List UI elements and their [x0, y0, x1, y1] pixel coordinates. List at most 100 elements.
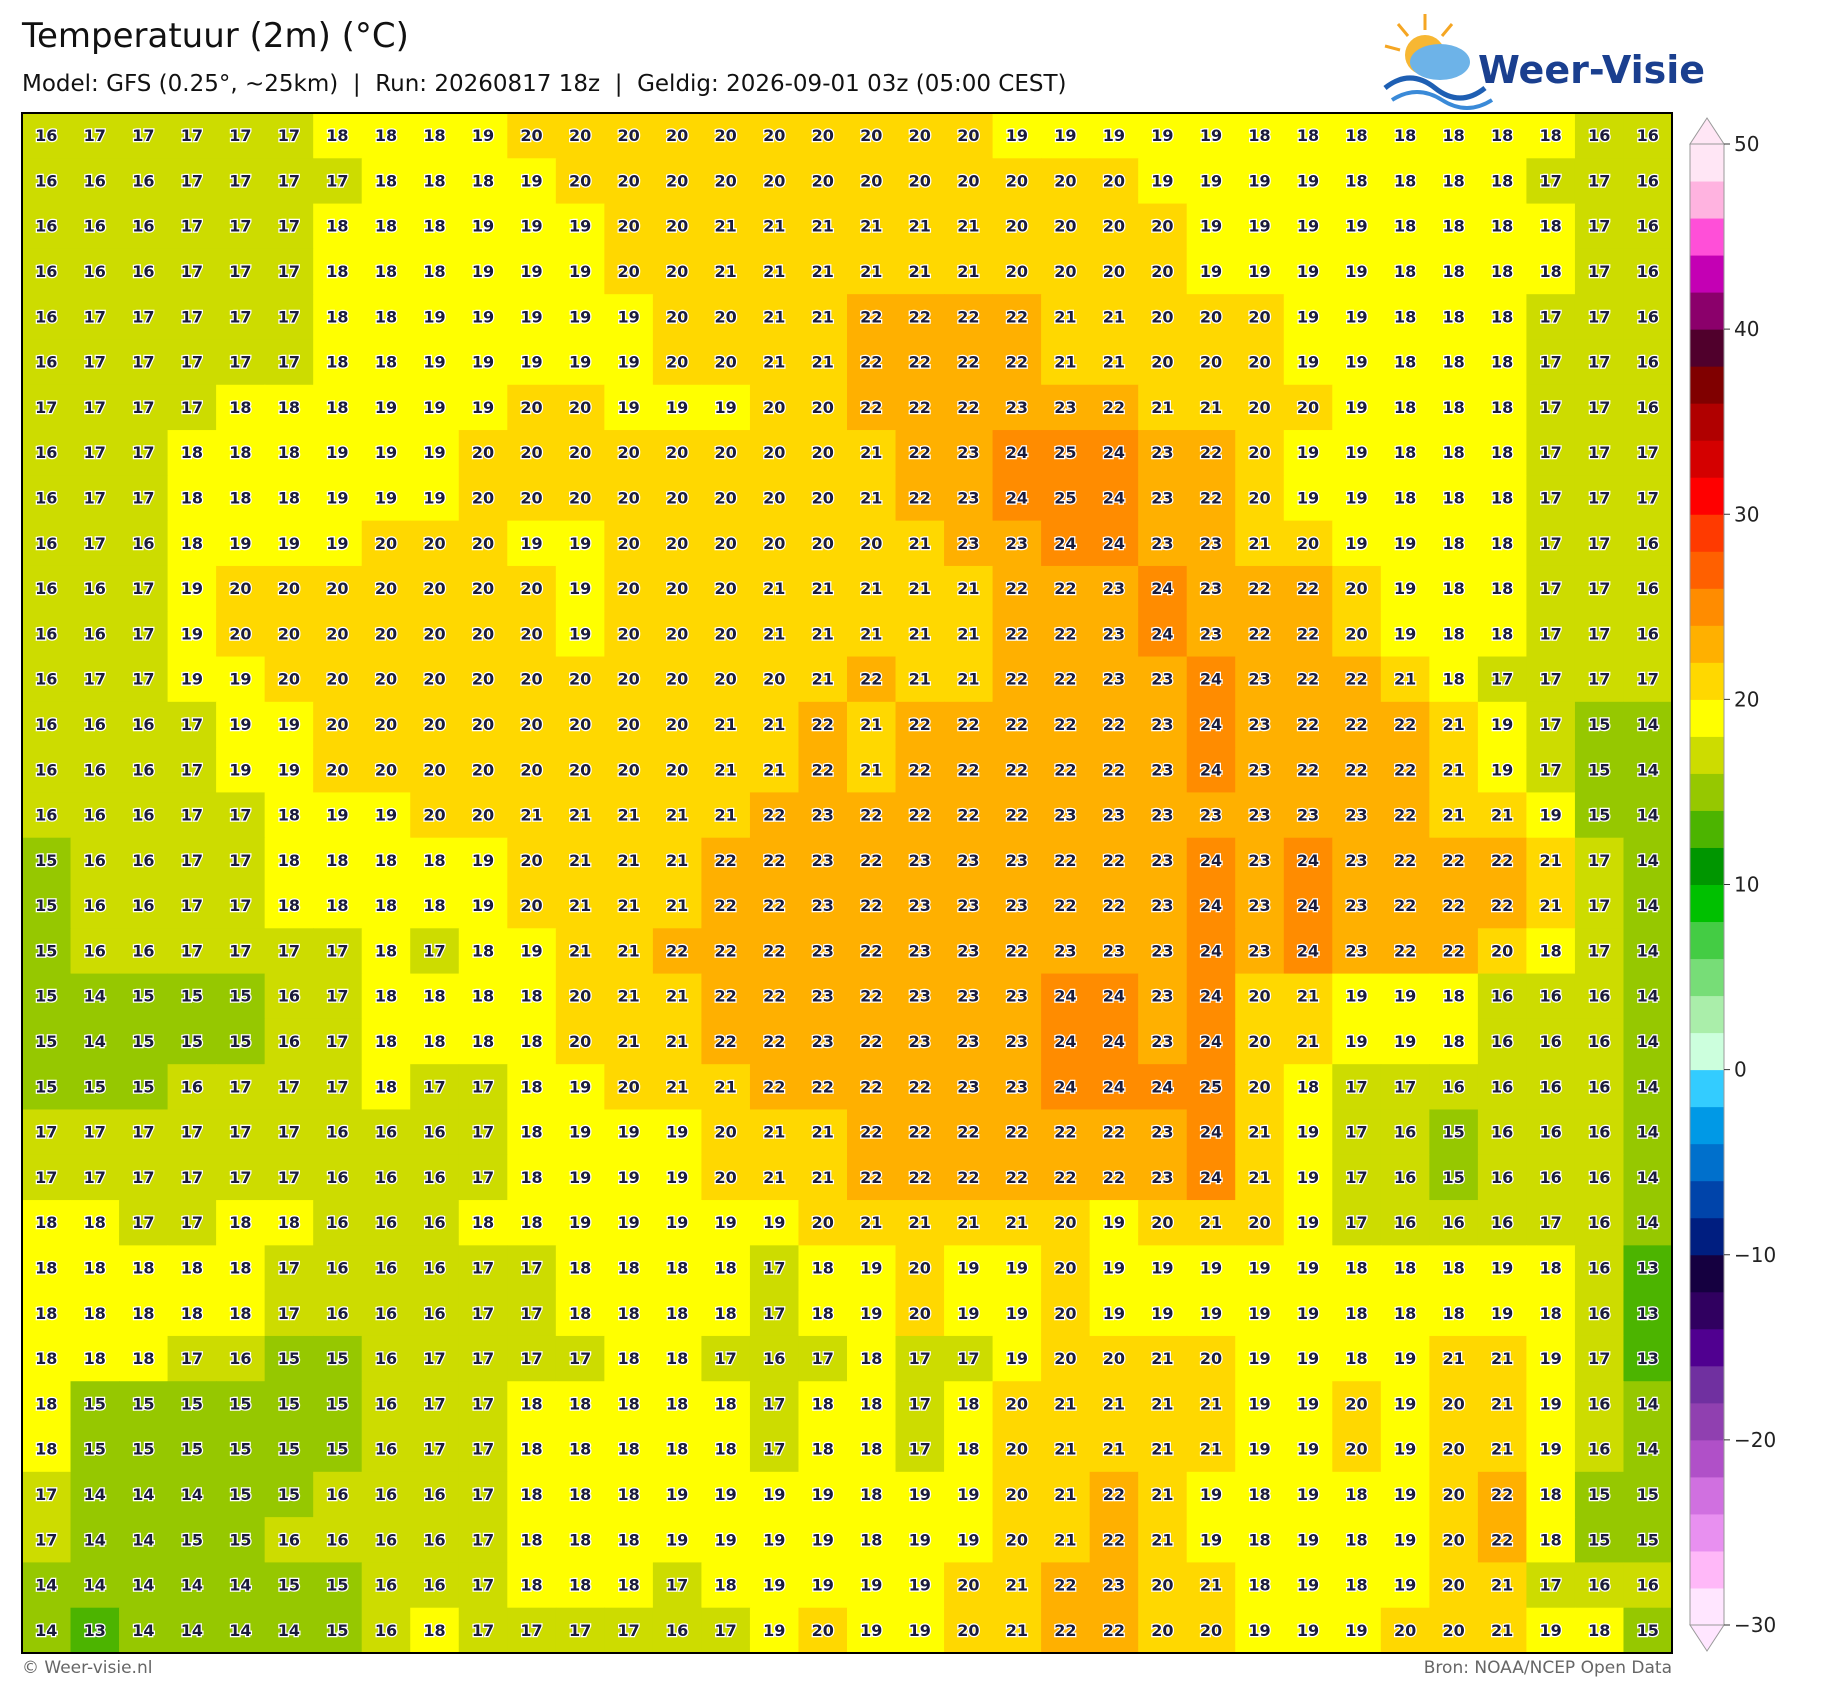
temperature-cell — [1332, 1562, 1382, 1609]
temperature-label: 18 — [860, 1530, 882, 1549]
temperature-label: 17 — [1540, 443, 1562, 462]
temperature-cell — [701, 883, 751, 929]
temperature-label: 22 — [909, 1077, 931, 1096]
temperature-label: 23 — [1248, 896, 1270, 915]
temperature-cell — [410, 203, 460, 250]
temperature-label: 17 — [1540, 579, 1562, 598]
temperature-cell — [119, 475, 169, 522]
temperature-label: 22 — [1103, 1621, 1125, 1640]
temperature-label: 21 — [1442, 715, 1464, 734]
temperature-label: 22 — [1200, 443, 1222, 462]
temperature-cell — [1429, 1154, 1479, 1201]
temperature-label: 18 — [1540, 941, 1562, 960]
temperature-label: 16 — [1637, 534, 1659, 553]
temperature-cell — [119, 1517, 169, 1563]
temperature-label: 18 — [35, 1304, 57, 1323]
temperature-label: 14 — [1637, 1394, 1659, 1413]
temperature-cell — [167, 611, 217, 658]
temperature-label: 20 — [1297, 398, 1319, 417]
temperature-cell — [1138, 883, 1188, 929]
temperature-cell — [1623, 1381, 1673, 1428]
temperature-label: 17 — [326, 1077, 348, 1096]
temperature-label: 17 — [520, 1304, 542, 1323]
temperature-cell — [1089, 1381, 1139, 1428]
temperature-label: 22 — [1345, 715, 1367, 734]
temperature-label: 19 — [1540, 1349, 1562, 1368]
temperature-cell — [216, 475, 266, 522]
temperature-cell — [361, 430, 411, 476]
temperature-label: 16 — [278, 987, 300, 1006]
temperature-label: 17 — [715, 1621, 737, 1640]
temperature-label: 16 — [375, 1530, 397, 1549]
temperature-label: 20 — [666, 171, 688, 190]
temperature-cell — [604, 837, 654, 884]
temperature-cell — [555, 430, 605, 476]
temperature-label: 18 — [1540, 1259, 1562, 1278]
temperature-label: 16 — [35, 307, 57, 326]
temperature-cell — [1477, 339, 1527, 386]
temperature-label: 21 — [1491, 1621, 1513, 1640]
temperature-label: 18 — [35, 1394, 57, 1413]
temperature-cell — [1138, 1109, 1188, 1156]
temperature-label: 15 — [229, 1485, 251, 1504]
temperature-cell — [167, 1335, 217, 1382]
temperature-cell — [361, 973, 411, 1020]
temperature-label: 15 — [326, 1440, 348, 1459]
temperature-cell — [1186, 430, 1236, 476]
temperature-label: 19 — [1151, 1259, 1173, 1278]
temperature-label: 20 — [666, 353, 688, 372]
temperature-cell — [1623, 656, 1673, 703]
temperature-cell — [1089, 113, 1139, 159]
temperature-label: 24 — [1297, 941, 1319, 960]
temperature-label: 19 — [569, 353, 591, 372]
temperature-cell — [798, 883, 848, 929]
colorbar-tick-label: 0 — [1734, 1058, 1747, 1082]
temperature-label: 22 — [1006, 579, 1028, 598]
temperature-cell — [313, 430, 363, 476]
temperature-cell — [701, 1245, 751, 1292]
temperature-label: 20 — [520, 489, 542, 508]
temperature-label: 17 — [1588, 1349, 1610, 1368]
temperature-label: 20 — [375, 760, 397, 779]
temperature-cell — [798, 475, 848, 522]
temperature-label: 18 — [1394, 307, 1416, 326]
temperature-label: 19 — [1151, 171, 1173, 190]
temperature-cell — [847, 294, 897, 340]
temperature-cell — [847, 565, 897, 612]
temperature-cell — [1623, 928, 1673, 975]
temperature-cell — [1138, 1335, 1188, 1382]
temperature-label: 17 — [84, 1123, 106, 1142]
temperature-label: 22 — [860, 806, 882, 825]
temperature-cell — [944, 973, 994, 1020]
temperature-label: 16 — [326, 1530, 348, 1549]
temperature-cell — [604, 1154, 654, 1201]
temperature-label: 17 — [520, 1349, 542, 1368]
temperature-cell — [70, 113, 120, 159]
temperature-cell — [119, 1064, 169, 1110]
temperature-label: 17 — [326, 941, 348, 960]
temperature-cell — [1477, 1290, 1527, 1337]
temperature-label: 16 — [1442, 1213, 1464, 1232]
temperature-cell — [361, 1562, 411, 1609]
temperature-cell — [652, 1607, 702, 1654]
title: Temperatuur (2m) (°C) — [21, 16, 409, 56]
temperature-label: 17 — [181, 353, 203, 372]
temperature-label: 17 — [1540, 1576, 1562, 1595]
temperature-label: 18 — [1442, 398, 1464, 417]
colorbar-band — [1690, 440, 1724, 478]
temperature-label: 21 — [909, 217, 931, 236]
temperature-label: 15 — [278, 1440, 300, 1459]
temperature-cell — [1429, 1562, 1479, 1609]
temperature-cell — [701, 203, 751, 250]
temperature-label: 21 — [1491, 806, 1513, 825]
temperature-cell — [1380, 1064, 1430, 1110]
temperature-cell — [1235, 203, 1285, 250]
temperature-cell — [410, 1562, 460, 1609]
temperature-cell — [507, 1290, 557, 1337]
temperature-cell — [944, 1335, 994, 1382]
temperature-cell — [1089, 1154, 1139, 1201]
temperature-cell — [22, 475, 72, 522]
temperature-label: 19 — [375, 806, 397, 825]
temperature-label: 16 — [35, 579, 57, 598]
temperature-label: 18 — [229, 1259, 251, 1278]
